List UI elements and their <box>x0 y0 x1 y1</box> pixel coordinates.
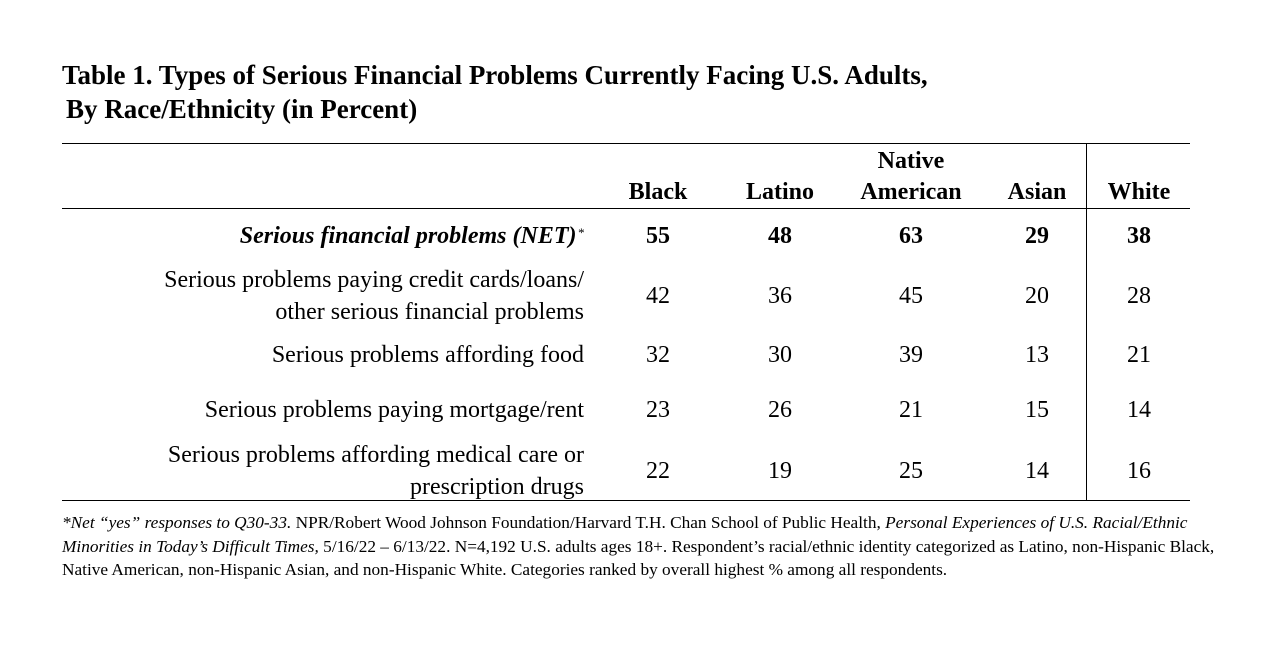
row-label-food-text: Serious problems affording food <box>271 342 584 368</box>
cell-credit-latino: 36 <box>768 283 792 309</box>
table-title: Table 1. Types of Serious Financial Prob… <box>62 58 928 126</box>
table-title-line2: By Race/Ethnicity (in Percent) <box>66 94 418 124</box>
table-footnote: *Net “yes” responses to Q30-33. NPR/Robe… <box>62 511 1262 582</box>
row-label-food: Serious problems affording food <box>272 339 584 371</box>
cell-food-latino: 30 <box>768 342 792 368</box>
row-label-medical-line2: prescription drugs <box>410 474 584 500</box>
row-label-medical-line1: Serious problems affording medical care … <box>167 442 584 468</box>
table-header-rule <box>62 208 1190 209</box>
cell-credit-native-american: 45 <box>899 283 923 309</box>
cell-mortgage-latino: 26 <box>768 397 792 423</box>
cell-net-white: 38 <box>1127 223 1151 249</box>
cell-medical-latino: 19 <box>768 458 792 484</box>
cell-credit-white: 28 <box>1127 283 1151 309</box>
cell-food-white: 21 <box>1127 342 1151 368</box>
column-header-native-american: Native American <box>845 146 977 208</box>
cell-net-black: 55 <box>646 223 670 249</box>
row-label-net-text: Serious financial problems (NET) <box>239 223 577 249</box>
cell-medical-asian: 14 <box>1025 458 1049 484</box>
cell-mortgage-native-american: 21 <box>899 397 923 423</box>
cell-food-native-american: 39 <box>899 342 923 368</box>
column-header-white: White <box>1107 179 1171 205</box>
cell-mortgage-black: 23 <box>646 397 670 423</box>
row-label-mortgage-text: Serious problems paying mortgage/rent <box>204 397 584 423</box>
footnote-source: NPR/Robert Wood Johnson Foundation/Harva… <box>291 513 886 532</box>
footnote-details: 5/16/22 – 6/13/22. N=4,192 U.S. adults a… <box>62 536 1215 580</box>
cell-mortgage-white: 14 <box>1127 397 1151 423</box>
row-label-medical: Serious problems affording medical care … <box>168 439 584 503</box>
cell-medical-white: 16 <box>1127 458 1151 484</box>
row-label-credit-cards-line1: Serious problems paying credit cards/loa… <box>164 267 584 293</box>
cell-net-latino: 48 <box>768 223 792 249</box>
cell-medical-native-american: 25 <box>899 458 923 484</box>
cell-food-black: 32 <box>646 342 670 368</box>
row-label-mortgage: Serious problems paying mortgage/rent <box>205 394 584 426</box>
cell-mortgage-asian: 15 <box>1025 397 1049 423</box>
table-bottom-rule <box>62 500 1190 501</box>
cell-credit-black: 42 <box>646 283 670 309</box>
net-footnote-marker: * <box>577 225 585 240</box>
cell-credit-asian: 20 <box>1025 283 1049 309</box>
cell-net-asian: 29 <box>1025 223 1049 249</box>
column-header-native-american-line2: American <box>860 179 962 205</box>
row-label-net: Serious financial problems (NET)* <box>240 220 584 252</box>
column-header-latino: Latino <box>745 179 814 205</box>
column-header-black: Black <box>628 179 688 205</box>
table-top-rule <box>62 143 1190 144</box>
table-title-line1: Table 1. Types of Serious Financial Prob… <box>62 60 928 90</box>
column-header-native-american-line1: Native <box>877 148 945 174</box>
cell-food-asian: 13 <box>1025 342 1049 368</box>
footnote-report-title: Personal Experiences of U.S. Racial/Ethn… <box>62 513 1188 556</box>
row-label-credit-cards: Serious problems paying credit cards/loa… <box>164 264 584 328</box>
footnote-net-note: *Net “yes” responses to Q30-33. <box>62 513 292 532</box>
column-header-asian: Asian <box>1007 179 1067 205</box>
cell-net-native-american: 63 <box>899 223 923 249</box>
row-label-credit-cards-line2: other serious financial problems <box>275 299 584 325</box>
cell-medical-black: 22 <box>646 458 670 484</box>
white-column-divider <box>1086 143 1087 500</box>
